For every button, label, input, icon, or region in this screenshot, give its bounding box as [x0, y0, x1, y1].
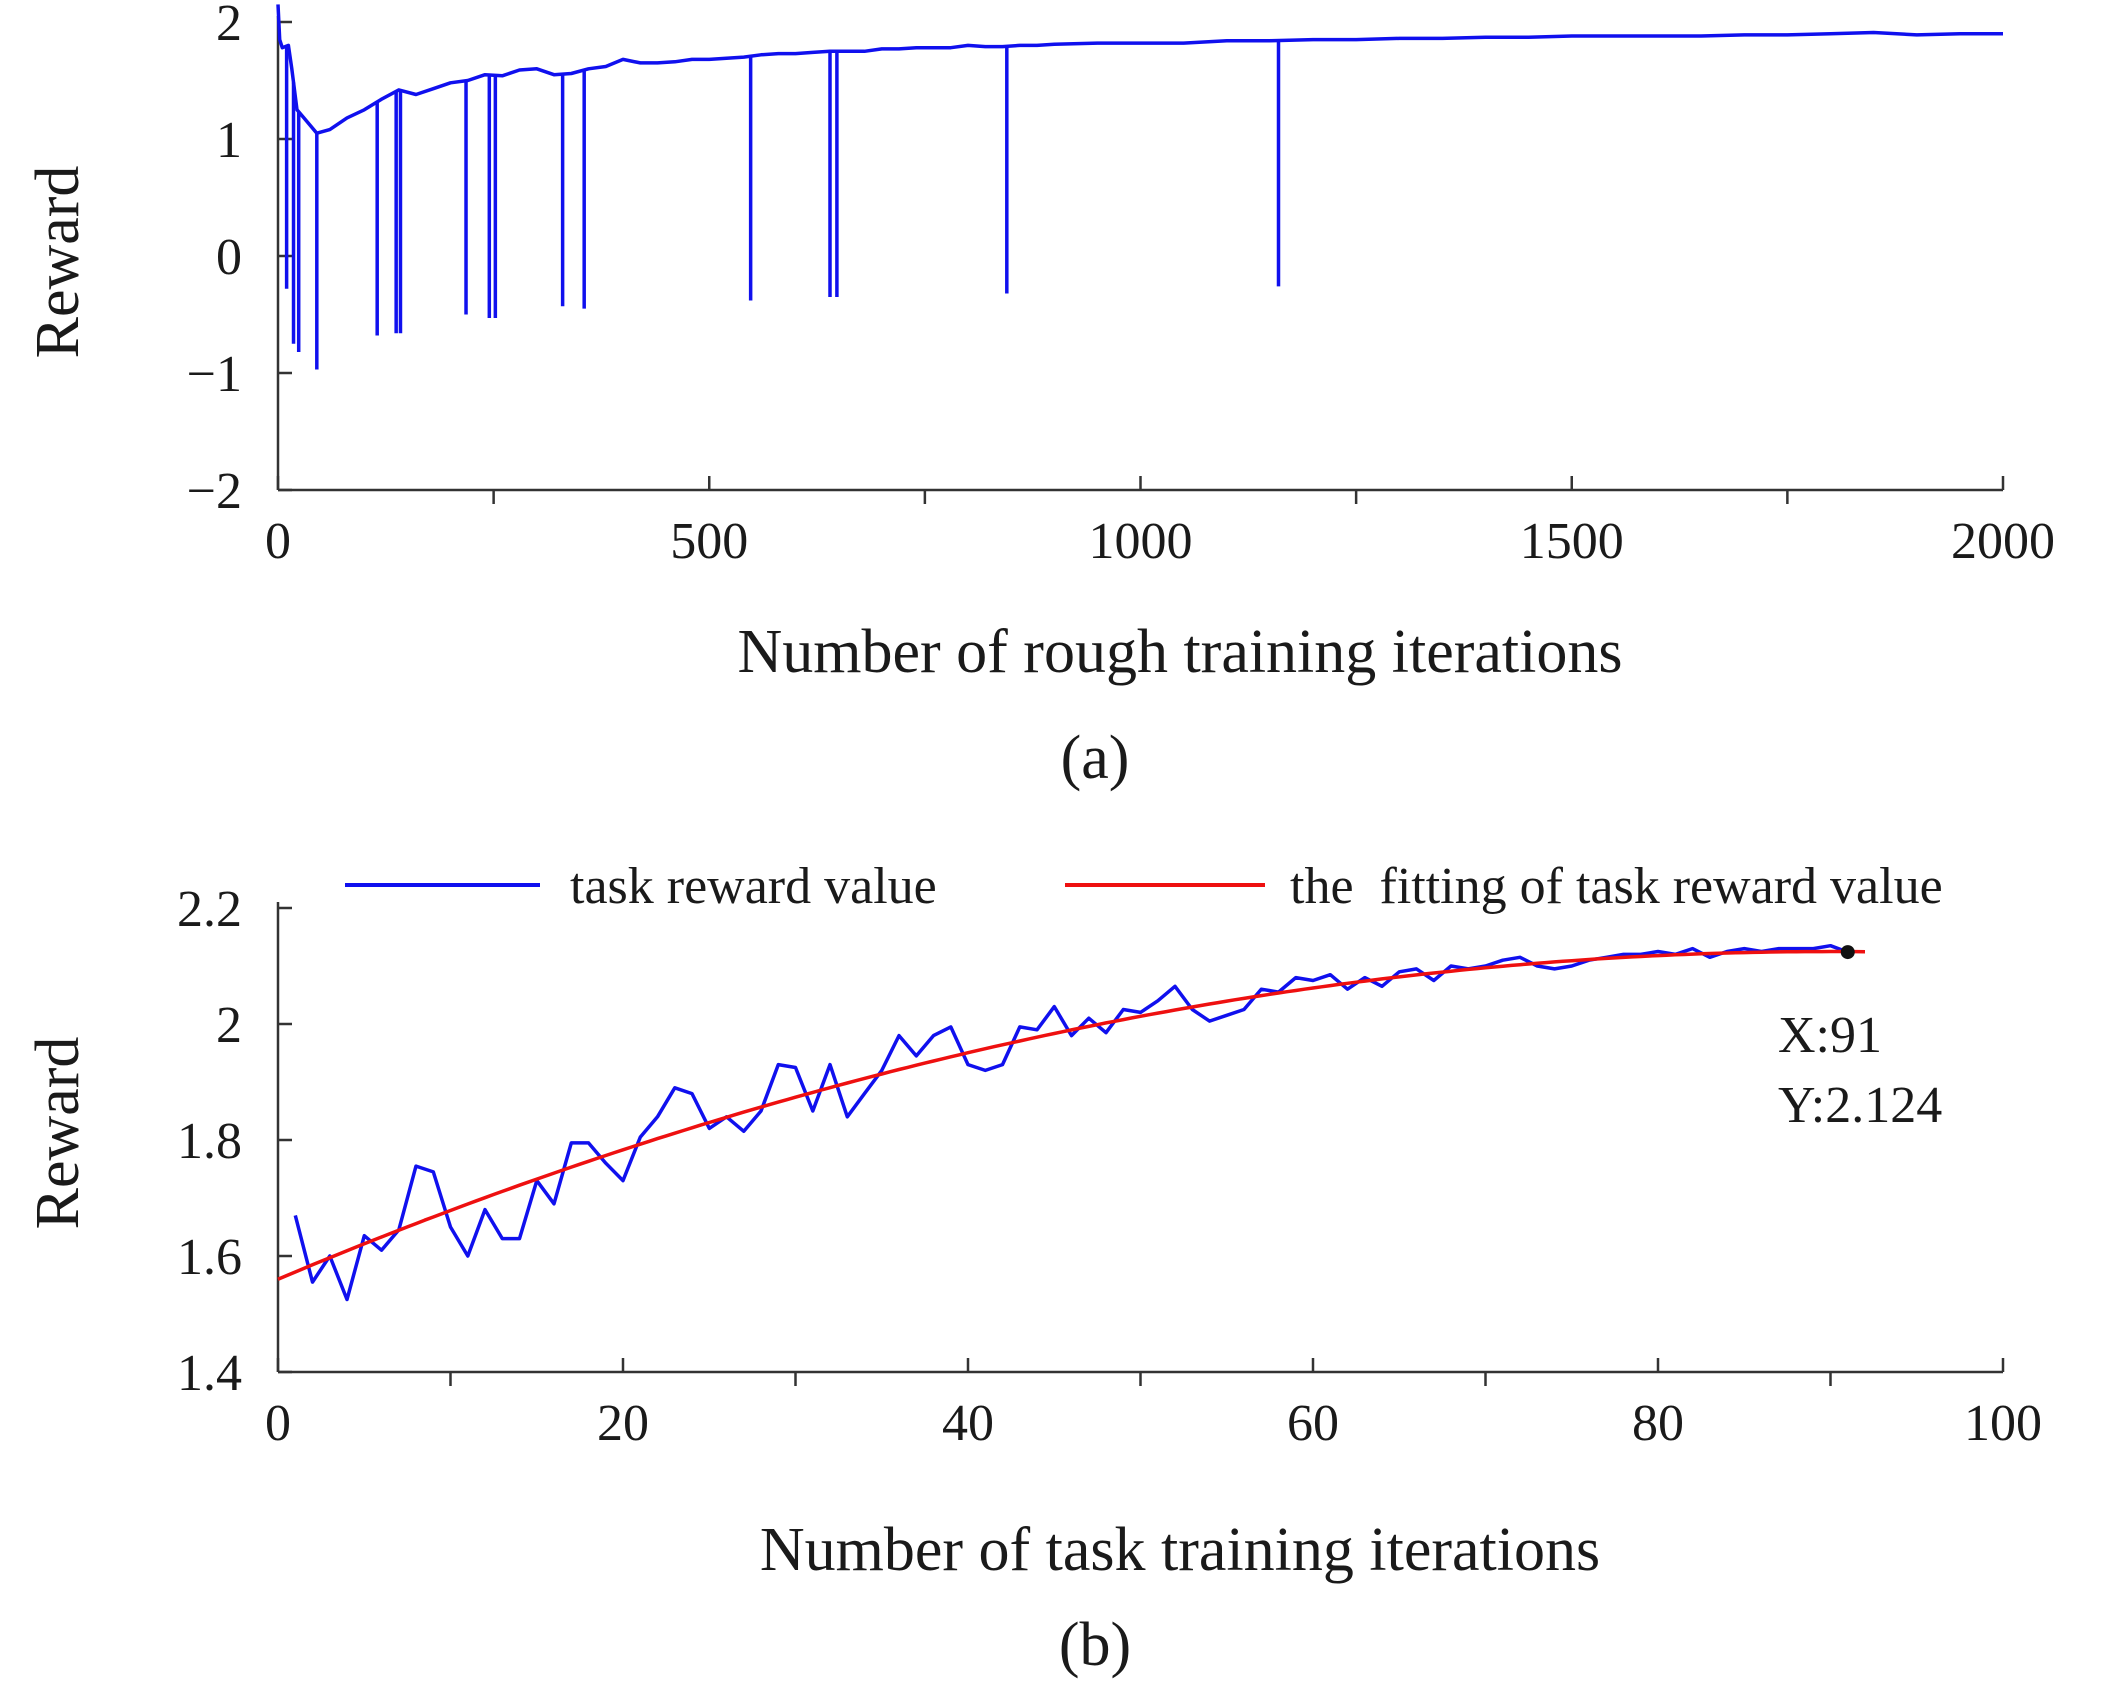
panel-b-y-tick-label: 1.6	[177, 1229, 242, 1286]
panel-b-x-tick-label: 80	[1632, 1395, 1684, 1452]
panel-b-datatip: X:91 Y:2.124	[1778, 945, 1942, 1134]
panel-b-x-tick-label: 100	[1964, 1395, 2042, 1452]
panel-b-x-tick-label: 0	[265, 1395, 291, 1452]
panel-b-axes	[276, 902, 2005, 1386]
panel-a-x-tick-label: 2000	[1951, 513, 2055, 570]
panel-b-x-axis-label: Number of task training iterations	[760, 1516, 1600, 1584]
panel-a-x-axis-label: Number of rough training iterations	[737, 618, 1622, 686]
panel-a-x-tick-label: 1000	[1089, 513, 1193, 570]
panel-a-series-line-0	[276, 4, 2003, 135]
panel-b-y-tick-label: 2.2	[177, 881, 242, 938]
panel-a-x-tick-label: 500	[670, 513, 748, 570]
panel-a-y-tick-label: −1	[187, 346, 242, 403]
panel-b-x-tick-label: 60	[1287, 1395, 1339, 1452]
panel-a-caption: (a)	[1061, 724, 1130, 792]
panel-a-y-tick-label: 2	[216, 0, 242, 52]
panel-a-y-tick-label: 1	[216, 112, 242, 169]
panel-a-y-tick-label: −2	[187, 463, 242, 520]
panel-b-legend: task reward value the fitting of task re…	[345, 858, 1943, 915]
panel-a-series	[276, 4, 2003, 370]
legend-label-task-reward: task reward value	[570, 858, 937, 915]
panel-b-x-tick-label: 20	[597, 1395, 649, 1452]
panel-a-axes	[276, 16, 2005, 504]
panel-a-y-tick-label: 0	[216, 229, 242, 286]
panel-b-y-tick-label: 1.4	[177, 1345, 242, 1402]
legend-label-fitting: the fitting of task reward value	[1290, 858, 1943, 915]
panel-a-x-tick-label: 1500	[1520, 513, 1624, 570]
panel-a-tick-labels: 0 500 1000 1500 2000 −2 −1 0 1 2	[187, 0, 2055, 570]
datatip-x-label: X:91	[1778, 1007, 1882, 1064]
panel-b-series-line-1	[277, 949, 1866, 1281]
datatip-y-label: Y:2.124	[1778, 1077, 1942, 1134]
panel-b-caption: (b)	[1059, 1611, 1131, 1679]
panel-b-x-tick-label: 40	[942, 1395, 994, 1452]
datatip-marker	[1840, 945, 1855, 960]
panel-b-series	[277, 943, 1866, 1302]
panel-b-series-line-0	[293, 943, 1849, 1302]
panel-b-y-tick-label: 1.8	[177, 1113, 242, 1170]
panel-a-y-axis-label: Reward	[24, 166, 92, 359]
panel-b-y-axis-label: Reward	[24, 1037, 92, 1230]
panel-b-task-training: 0 20 40 60 80 100 1.4 1.6 1.8 2 2.2 task reward va…	[24, 858, 2042, 1679]
panel-a-x-tick-label: 0	[265, 513, 291, 570]
panel-b-y-tick-label: 2	[216, 997, 242, 1054]
panel-b-tick-labels: 0 20 40 60 80 100 1.4 1.6 1.8 2 2.2	[177, 881, 2042, 1452]
panel-a-rough-training: 0 500 1000 1500 2000 −2 −1 0 1 2 Number of rough …	[24, 0, 2055, 792]
